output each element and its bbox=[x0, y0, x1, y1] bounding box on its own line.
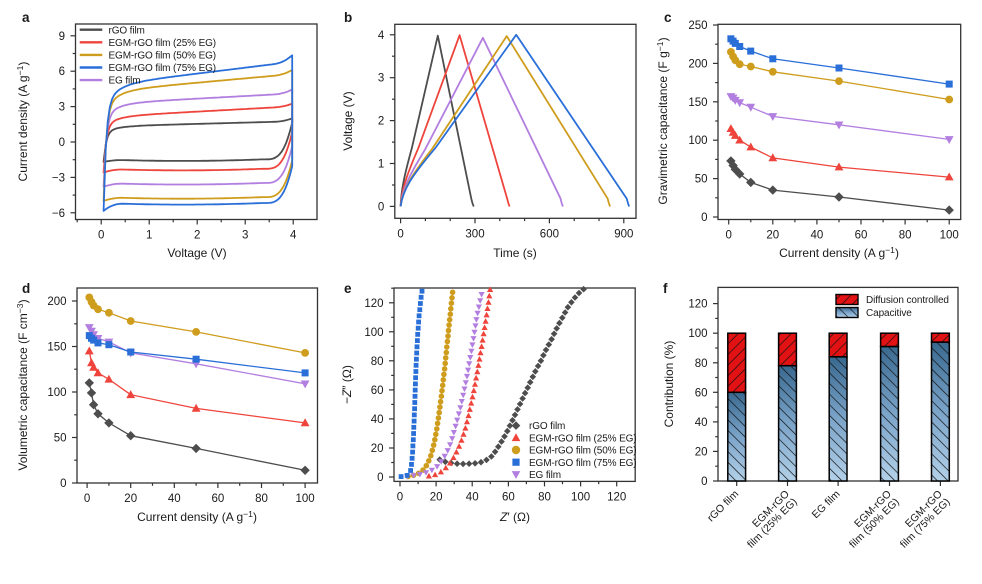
svg-text:−3: −3 bbox=[52, 172, 65, 184]
svg-text:0: 0 bbox=[378, 201, 384, 213]
svg-text:Current density (A g−1): Current density (A g−1) bbox=[137, 509, 257, 524]
svg-text:EGM-rGO film (50% EG): EGM-rGO film (50% EG) bbox=[109, 51, 217, 62]
svg-text:0: 0 bbox=[701, 476, 707, 488]
svg-text:50: 50 bbox=[695, 174, 708, 186]
svg-text:2: 2 bbox=[194, 230, 200, 242]
svg-text:0: 0 bbox=[397, 228, 403, 240]
svg-text:80: 80 bbox=[371, 356, 384, 368]
svg-text:100: 100 bbox=[688, 135, 707, 147]
svg-text:3: 3 bbox=[378, 73, 384, 85]
svg-text:40: 40 bbox=[371, 414, 384, 426]
svg-text:EG film: EG film bbox=[529, 470, 561, 481]
svg-text:80: 80 bbox=[899, 230, 912, 242]
svg-text:Diffusion controlled: Diffusion controlled bbox=[866, 295, 949, 306]
svg-text:900: 900 bbox=[614, 228, 633, 240]
svg-text:120: 120 bbox=[364, 298, 383, 310]
svg-text:3: 3 bbox=[59, 102, 65, 114]
svg-text:100: 100 bbox=[940, 230, 959, 242]
svg-text:Time (s): Time (s) bbox=[493, 246, 537, 260]
svg-text:Gravimetric capacitance (F g−1: Gravimetric capacitance (F g−1) bbox=[655, 37, 670, 204]
svg-text:EGM-rGO film (25% EG): EGM-rGO film (25% EG) bbox=[529, 433, 637, 444]
svg-text:200: 200 bbox=[47, 296, 66, 308]
svg-text:rGO film: rGO film bbox=[109, 25, 145, 36]
svg-text:100: 100 bbox=[571, 491, 590, 503]
svg-text:20: 20 bbox=[371, 443, 384, 455]
svg-text:4: 4 bbox=[290, 230, 297, 242]
svg-text:100: 100 bbox=[296, 493, 315, 505]
svg-text:3: 3 bbox=[242, 230, 248, 242]
svg-text:120: 120 bbox=[688, 299, 707, 311]
svg-text:20: 20 bbox=[695, 446, 708, 458]
svg-text:0: 0 bbox=[701, 212, 707, 224]
svg-text:Volumetric capacitance (F cm−3: Volumetric capacitance (F cm−3) bbox=[15, 299, 30, 470]
svg-text:250: 250 bbox=[688, 20, 707, 32]
svg-text:300: 300 bbox=[465, 228, 484, 240]
svg-text:EGM-rGO film (50% EG): EGM-rGO film (50% EG) bbox=[529, 446, 637, 457]
svg-text:1: 1 bbox=[146, 230, 152, 242]
svg-text:d: d bbox=[22, 281, 30, 296]
svg-text:0: 0 bbox=[59, 137, 65, 149]
svg-text:EGM-rGO film (75% EG): EGM-rGO film (75% EG) bbox=[529, 458, 637, 469]
svg-text:Contribution (%): Contribution (%) bbox=[662, 341, 676, 428]
svg-text:150: 150 bbox=[47, 342, 66, 354]
svg-text:80: 80 bbox=[695, 358, 708, 370]
svg-text:100: 100 bbox=[364, 327, 383, 339]
svg-text:e: e bbox=[344, 281, 352, 296]
svg-text:600: 600 bbox=[540, 228, 559, 240]
svg-text:60: 60 bbox=[502, 491, 515, 503]
svg-text:EG film: EG film bbox=[109, 76, 141, 87]
svg-text:Capacitive: Capacitive bbox=[866, 308, 912, 319]
svg-text:4: 4 bbox=[378, 30, 385, 42]
svg-text:50: 50 bbox=[54, 433, 67, 445]
svg-text:0: 0 bbox=[377, 472, 383, 484]
svg-text:40: 40 bbox=[168, 493, 181, 505]
svg-text:80: 80 bbox=[538, 491, 551, 503]
svg-text:20: 20 bbox=[124, 493, 137, 505]
svg-text:EGM-rGO film (75% EG): EGM-rGO film (75% EG) bbox=[109, 63, 217, 74]
svg-text:20: 20 bbox=[430, 491, 443, 503]
svg-text:60: 60 bbox=[212, 493, 225, 505]
svg-text:b: b bbox=[344, 10, 352, 25]
svg-text:100: 100 bbox=[47, 387, 66, 399]
svg-text:Voltage (V): Voltage (V) bbox=[341, 91, 355, 150]
svg-text:0: 0 bbox=[725, 230, 731, 242]
svg-text:20: 20 bbox=[766, 230, 779, 242]
svg-text:40: 40 bbox=[695, 417, 708, 429]
svg-text:60: 60 bbox=[371, 385, 384, 397]
svg-text:100: 100 bbox=[688, 328, 707, 340]
svg-text:Z′ (Ω): Z′ (Ω) bbox=[499, 510, 530, 524]
svg-text:0: 0 bbox=[60, 478, 66, 490]
svg-text:a: a bbox=[22, 10, 30, 25]
svg-text:−6: −6 bbox=[52, 208, 65, 220]
svg-text:Current density (A g−1): Current density (A g−1) bbox=[15, 62, 30, 182]
svg-text:40: 40 bbox=[466, 491, 479, 503]
svg-text:1: 1 bbox=[378, 159, 384, 171]
svg-text:2: 2 bbox=[378, 116, 384, 128]
svg-text:60: 60 bbox=[695, 387, 708, 399]
svg-text:f: f bbox=[663, 281, 668, 296]
svg-text:rGO film: rGO film bbox=[529, 421, 565, 432]
svg-text:0: 0 bbox=[84, 493, 90, 505]
svg-text:−Z″ (Ω): −Z″ (Ω) bbox=[340, 365, 354, 404]
svg-text:6: 6 bbox=[59, 66, 65, 78]
svg-text:40: 40 bbox=[811, 230, 824, 242]
svg-text:200: 200 bbox=[688, 58, 707, 70]
svg-text:c: c bbox=[664, 10, 672, 25]
svg-text:0: 0 bbox=[98, 230, 104, 242]
svg-text:EGM-rGO film (25% EG): EGM-rGO film (25% EG) bbox=[109, 38, 217, 49]
svg-text:0: 0 bbox=[397, 491, 403, 503]
svg-text:Current density (A g−1): Current density (A g−1) bbox=[779, 245, 899, 260]
svg-text:9: 9 bbox=[59, 31, 65, 43]
svg-text:80: 80 bbox=[255, 493, 268, 505]
svg-text:Voltage (V): Voltage (V) bbox=[167, 246, 226, 260]
svg-text:150: 150 bbox=[688, 97, 707, 109]
svg-text:120: 120 bbox=[607, 491, 626, 503]
svg-text:60: 60 bbox=[855, 230, 868, 242]
